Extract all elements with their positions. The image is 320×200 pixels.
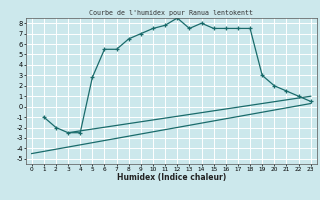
Title: Courbe de l'humidex pour Ranua lentokentt: Courbe de l'humidex pour Ranua lentokent…	[89, 10, 253, 16]
X-axis label: Humidex (Indice chaleur): Humidex (Indice chaleur)	[116, 173, 226, 182]
